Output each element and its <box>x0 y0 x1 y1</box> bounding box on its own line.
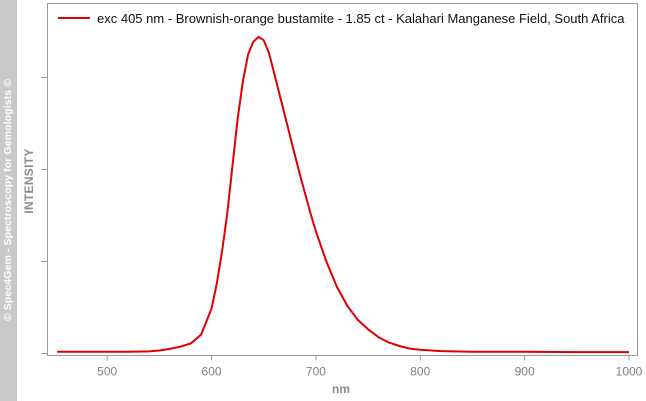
x-tick-label: 600 <box>202 365 222 379</box>
x-tick-label: 900 <box>515 365 535 379</box>
x-axis-ticks: 500 600 700 800 900 1000 <box>97 355 643 379</box>
legend: exc 405 nm - Brownish-orange bustamite -… <box>58 11 625 26</box>
y-axis-ticks <box>41 77 48 354</box>
plot-frame <box>47 3 638 356</box>
x-tick-label: 800 <box>410 365 430 379</box>
legend-label: exc 405 nm - Brownish-orange bustamite -… <box>97 11 625 26</box>
x-axis-label: nm <box>332 382 350 396</box>
watermark-sidebar: © Spec4Gem - Spectroscopy for Gemologist… <box>0 0 17 401</box>
x-tick-label: 1000 <box>616 365 643 379</box>
x-tick-label: 500 <box>97 365 117 379</box>
x-tick-label: 700 <box>306 365 326 379</box>
series-line <box>57 36 629 354</box>
